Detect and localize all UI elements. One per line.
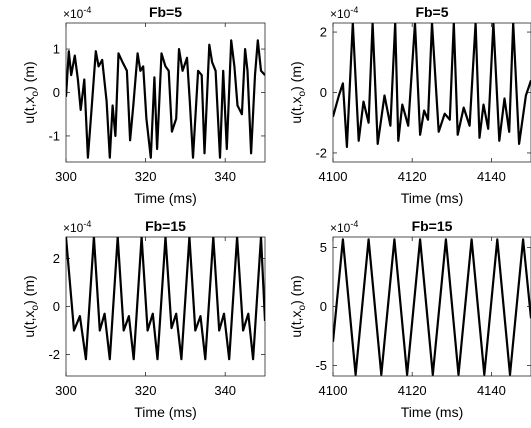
y-tick-label: -2 xyxy=(315,145,327,160)
x-tick-label: 4100 xyxy=(319,169,348,184)
y-tick-label: 5 xyxy=(320,240,327,255)
y-axis-label: u(t,xo) (m) xyxy=(288,275,308,337)
y-label-tail: ) (m) xyxy=(21,275,37,305)
y-label-main: u(t,x xyxy=(288,96,304,123)
chart-panel: 300 320 340 1 0 -1 Fb=5 ×10-4 Time (ms) u(t,xo) (… xyxy=(21,4,266,206)
x-axis-label: Time (ms) xyxy=(401,404,463,420)
exponent-power: -4 xyxy=(83,5,91,15)
chart-title: Fb=5 xyxy=(149,4,182,20)
y-tick-label: -2 xyxy=(48,347,60,362)
y-label-subscript: o xyxy=(297,90,308,96)
exponent-power: -4 xyxy=(83,219,91,229)
x-tick-label: 4120 xyxy=(398,383,427,398)
chart-panel: 300 320 340 2 0 -2 Fb=15 ×10-4 Time (ms) u(t,xo) … xyxy=(21,218,266,420)
y-tick-label: 0 xyxy=(320,299,327,314)
y-label-subscript: o xyxy=(30,90,41,96)
x-tick-label: 300 xyxy=(55,383,77,398)
axes-box xyxy=(65,22,266,163)
x-axis-label: Time (ms) xyxy=(134,404,196,420)
y-tick-label: -5 xyxy=(315,358,327,373)
exponent-base: ×10 xyxy=(330,221,351,235)
y-label-tail: ) (m) xyxy=(21,61,37,91)
chart-panel: 4100 4120 4140 2 0 -2 Fb=5 ×10-4 Time (ms) u(t,xo… xyxy=(288,4,531,206)
y-label-tail: ) (m) xyxy=(288,275,304,305)
x-axis-label: Time (ms) xyxy=(134,190,196,206)
y-tick-label: 0 xyxy=(53,85,60,100)
y-tick-label: -1 xyxy=(48,128,60,143)
y-label-main: u(t,x xyxy=(288,310,304,337)
series-line xyxy=(333,238,531,376)
x-tick-label: 340 xyxy=(214,169,236,184)
y-tick-label: 1 xyxy=(53,42,60,57)
y-axis-label: u(t,xo) (m) xyxy=(21,61,41,123)
axis-exponent: ×10-4 xyxy=(330,5,358,21)
series-line xyxy=(333,23,531,148)
x-tick-label: 4140 xyxy=(477,169,506,184)
y-tick-label: 2 xyxy=(320,25,327,40)
chart-panel: 4100 4120 4140 5 0 -5 Fb=15 ×10-4 Time (ms) u(t,x… xyxy=(288,218,531,420)
exponent-base: ×10 xyxy=(63,221,84,235)
y-label-main: u(t,x xyxy=(21,310,37,337)
y-label-subscript: o xyxy=(297,304,308,310)
y-tick-label: 0 xyxy=(320,85,327,100)
y-label-main: u(t,x xyxy=(21,96,37,123)
chart-title: Fb=5 xyxy=(415,4,448,20)
exponent-power: -4 xyxy=(350,219,358,229)
series-line xyxy=(66,237,265,361)
x-tick-label: 300 xyxy=(55,169,77,184)
exponent-base: ×10 xyxy=(330,7,351,21)
axis-exponent: ×10-4 xyxy=(63,5,91,21)
x-tick-label: 4100 xyxy=(319,383,348,398)
y-tick-label: 2 xyxy=(53,251,60,266)
x-tick-label: 4140 xyxy=(477,383,506,398)
x-axis-label: Time (ms) xyxy=(401,190,463,206)
axis-exponent: ×10-4 xyxy=(330,219,358,235)
axis-exponent: ×10-4 xyxy=(63,219,91,235)
y-axis-label: u(t,xo) (m) xyxy=(21,275,41,337)
x-tick-label: 340 xyxy=(214,383,236,398)
y-axis-label: u(t,xo) (m) xyxy=(288,61,308,123)
chart-title: Fb=15 xyxy=(412,218,453,234)
exponent-base: ×10 xyxy=(63,7,84,21)
series-line xyxy=(66,39,265,159)
x-tick-label: 4120 xyxy=(398,169,427,184)
x-tick-label: 320 xyxy=(135,169,157,184)
x-tick-label: 320 xyxy=(135,383,157,398)
y-label-subscript: o xyxy=(30,304,41,310)
chart-title: Fb=15 xyxy=(145,218,186,234)
exponent-power: -4 xyxy=(350,5,358,15)
y-tick-label: 0 xyxy=(53,299,60,314)
y-label-tail: ) (m) xyxy=(288,61,304,91)
